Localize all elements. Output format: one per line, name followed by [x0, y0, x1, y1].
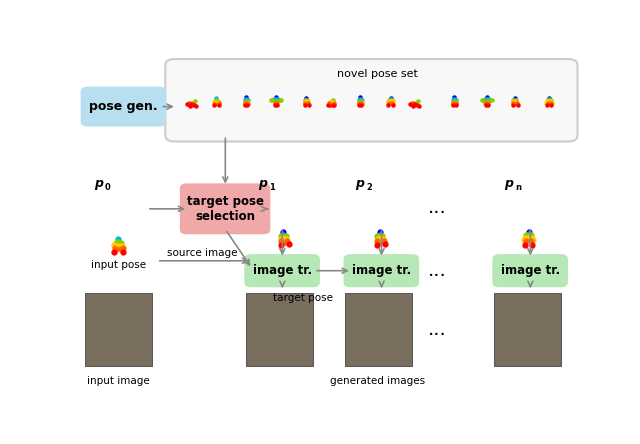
- Text: image tr.: image tr.: [253, 264, 312, 277]
- Text: input pose: input pose: [91, 260, 146, 270]
- FancyBboxPatch shape: [81, 87, 165, 126]
- FancyBboxPatch shape: [245, 255, 319, 286]
- FancyBboxPatch shape: [180, 184, 269, 234]
- Text: target pose
selection: target pose selection: [187, 195, 264, 223]
- Text: p: p: [355, 178, 364, 190]
- Text: n: n: [515, 183, 521, 193]
- Text: input image: input image: [87, 376, 150, 386]
- Text: 1: 1: [269, 183, 275, 193]
- FancyBboxPatch shape: [344, 255, 419, 286]
- Text: ...: ...: [428, 320, 447, 339]
- Text: 2: 2: [366, 183, 372, 193]
- FancyBboxPatch shape: [85, 293, 152, 366]
- Text: p: p: [259, 178, 268, 190]
- Text: source image: source image: [167, 248, 237, 258]
- FancyBboxPatch shape: [493, 255, 567, 286]
- Text: novel pose set: novel pose set: [337, 69, 418, 79]
- Text: image tr.: image tr.: [352, 264, 411, 277]
- Text: target pose: target pose: [273, 293, 333, 303]
- Text: generated images: generated images: [330, 376, 425, 386]
- FancyBboxPatch shape: [346, 293, 412, 366]
- FancyBboxPatch shape: [165, 59, 577, 142]
- Text: image tr.: image tr.: [500, 264, 560, 277]
- Text: pose gen.: pose gen.: [89, 100, 157, 113]
- Text: 0: 0: [105, 183, 111, 193]
- Text: ...: ...: [428, 261, 447, 280]
- Text: ...: ...: [428, 198, 447, 217]
- FancyBboxPatch shape: [246, 293, 313, 366]
- Text: p: p: [504, 178, 513, 190]
- FancyBboxPatch shape: [494, 293, 561, 366]
- Text: p: p: [94, 178, 103, 190]
